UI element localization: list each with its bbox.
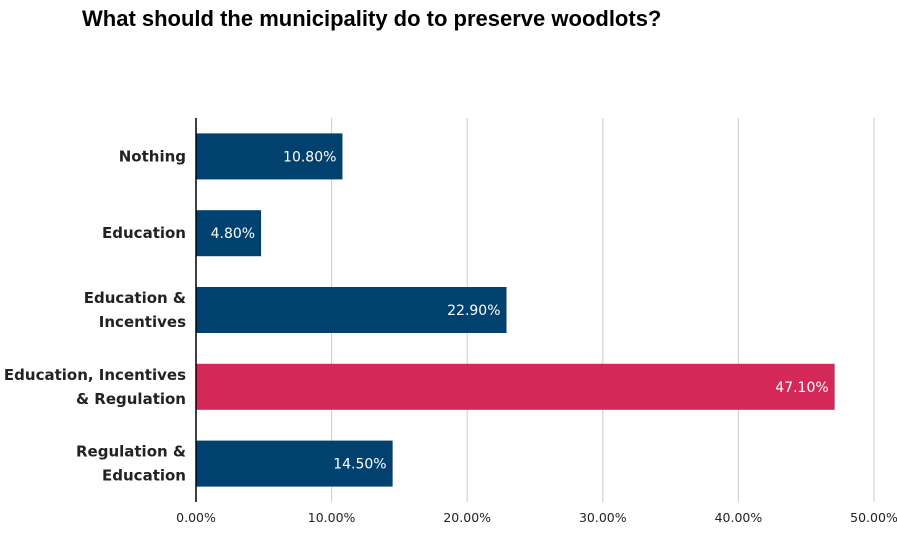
bar — [196, 363, 835, 410]
x-tick-label: 0.00% — [176, 510, 216, 525]
category-label: Education, Incentives — [4, 366, 186, 384]
data-label: 47.10% — [775, 380, 828, 396]
bar — [196, 440, 393, 487]
data-label: 10.80% — [283, 149, 336, 165]
category-label: & Regulation — [76, 390, 186, 408]
x-tick-label: 50.00% — [850, 510, 897, 525]
category-label: Regulation & — [76, 443, 186, 461]
bar — [196, 210, 262, 257]
bar — [196, 133, 343, 180]
data-label: 14.50% — [333, 457, 386, 473]
x-tick-label: 10.00% — [308, 510, 356, 525]
category-label: Incentives — [99, 313, 186, 331]
category-label: Nothing — [119, 147, 186, 165]
x-tick-label: 30.00% — [579, 510, 627, 525]
data-label: 4.80% — [211, 226, 255, 242]
category-label: Education — [102, 224, 186, 242]
x-tick-label: 40.00% — [715, 510, 763, 525]
category-label: Education — [102, 467, 186, 485]
category-label: Education & — [84, 289, 186, 307]
bar — [196, 287, 507, 333]
x-tick-label: 20.00% — [443, 510, 491, 525]
data-label: 22.90% — [447, 303, 500, 319]
chart-title: What should the municipality do to prese… — [82, 6, 662, 31]
